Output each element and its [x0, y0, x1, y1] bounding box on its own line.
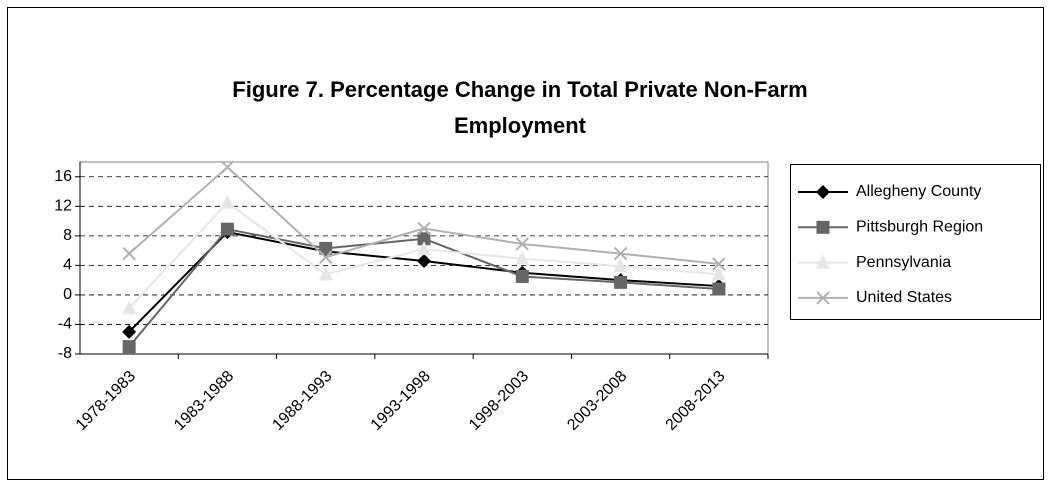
legend-label: United States — [856, 289, 952, 306]
legend-marker — [816, 220, 830, 234]
legend-box — [790, 164, 1041, 320]
data-point — [613, 258, 628, 273]
data-point — [122, 246, 136, 261]
legend-marker — [816, 254, 830, 269]
y-tick-label: 8 — [63, 227, 72, 244]
data-point — [712, 257, 726, 271]
data-point — [712, 282, 726, 296]
data-point — [220, 194, 235, 209]
legend-label: Pittsburgh Region — [856, 219, 983, 236]
y-tick-label: -4 — [58, 316, 72, 333]
data-point — [417, 232, 431, 246]
data-point — [122, 340, 136, 354]
data-point — [417, 221, 431, 236]
chart-title: Figure 7. Percentage Change in Total Pri… — [232, 77, 808, 138]
y-tick-label: 16 — [54, 168, 72, 185]
y-tick-label: 12 — [54, 198, 72, 215]
y-tick-label: -8 — [58, 345, 72, 362]
legend-label: Allegheny County — [856, 183, 981, 200]
legend-marker — [816, 291, 830, 305]
data-point — [417, 241, 431, 256]
data-point — [515, 250, 530, 265]
data-point — [614, 275, 628, 289]
y-tick-label: 0 — [63, 286, 72, 303]
y-tick-label: 4 — [63, 257, 72, 274]
data-point — [318, 266, 333, 281]
data-point — [220, 160, 235, 174]
data-point — [515, 269, 529, 283]
data-point — [515, 237, 529, 251]
data-point — [319, 250, 333, 264]
data-point — [711, 266, 726, 281]
data-point — [122, 300, 137, 315]
data-point — [220, 222, 234, 236]
data-point — [417, 253, 431, 268]
data-point — [613, 246, 628, 261]
legend-marker — [816, 185, 830, 199]
data-point — [319, 241, 333, 255]
data-point — [122, 324, 137, 339]
legend-label: Pennsylvania — [856, 254, 951, 271]
